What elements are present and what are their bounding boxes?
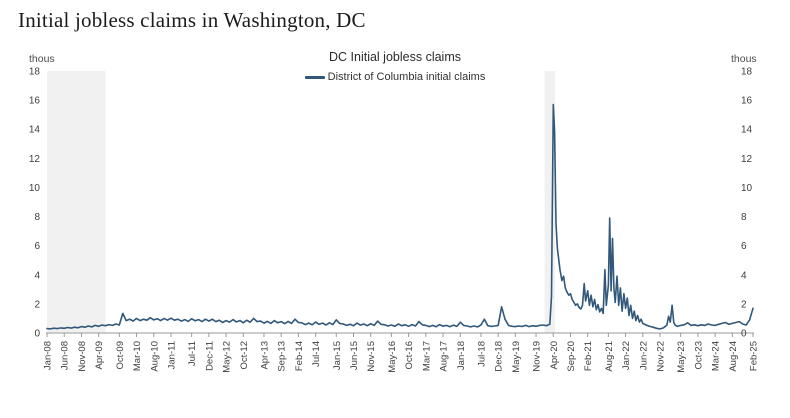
x-tick-label: Mar-10: [132, 341, 143, 371]
y-tick-label-left: 14: [29, 125, 41, 136]
x-tick-label: May-23: [676, 341, 687, 373]
x-tick-label: Feb-25: [749, 341, 760, 371]
x-tick-label: Oct-23: [693, 341, 704, 370]
x-tick-label: May-12: [222, 341, 233, 373]
y-tick-label-right: 6: [741, 241, 747, 252]
y-tick-label-left: 2: [34, 299, 40, 310]
x-tick-label: Jul-11: [187, 341, 198, 366]
x-tick-label: Jan-11: [166, 341, 177, 369]
x-tick-label: Oct-09: [115, 341, 126, 370]
y-tick-label-right: 10: [741, 183, 753, 194]
x-tick-label: Oct-12: [239, 341, 250, 370]
y-tick-label-right: 12: [741, 154, 753, 165]
x-tick-label: Apr-13: [259, 341, 270, 370]
y-tick-label-right: 2: [741, 299, 747, 310]
x-tick-label: Oct-16: [404, 341, 415, 370]
y-tick-label-left: 4: [34, 270, 40, 281]
x-tick-label: Nov-15: [366, 341, 377, 372]
y-tick-label-right: 8: [741, 212, 747, 223]
x-tick-label: Jul-18: [476, 341, 487, 367]
x-tick-label: Jun-15: [349, 341, 360, 370]
x-tick-label: Dec-11: [204, 341, 215, 371]
x-tick-label: Nov-22: [656, 341, 667, 372]
y-tick-label-left: 18: [29, 67, 41, 78]
x-tick-label: Sep-20: [566, 341, 577, 372]
y-axis-unit-right: thous: [731, 53, 757, 65]
y-tick-label-left: 6: [34, 241, 40, 252]
x-tick-label: May-19: [511, 341, 522, 373]
y-tick-label-right: 4: [741, 270, 747, 281]
jobless-claims-chart: thous thous Jan-08 Jun-08 Nov-08 Apr-09 Oct-…: [0, 50, 790, 418]
x-tick-label: Aug-10: [149, 341, 160, 372]
x-tick-label: Dec-18: [494, 341, 505, 372]
x-tick-label: Aug-17: [439, 341, 450, 372]
x-tick-label: Nov-08: [77, 341, 88, 372]
x-tick-label: Sep-13: [277, 341, 288, 372]
x-tick-label: Aug-21: [604, 341, 615, 372]
x-tick-label: Mar-17: [421, 341, 432, 371]
y-tick-label-left: 8: [34, 212, 40, 223]
page-title: Initial jobless claims in Washington, DC: [18, 8, 366, 32]
x-tick-label: Jul-14: [311, 341, 322, 367]
y-tick-label-right: 0: [741, 329, 747, 340]
y-tick-label-right: 16: [741, 96, 753, 107]
recession-band: [47, 71, 106, 333]
y-tick-label-left: 16: [29, 96, 41, 107]
x-tick-label: Jan-08: [43, 341, 54, 370]
x-tick-label: Jan-18: [456, 341, 467, 370]
claims-line-series: [46, 103, 754, 330]
y-axis-unit-left: thous: [29, 53, 55, 65]
x-tick-label: Apr-09: [94, 341, 105, 370]
y-tick-label-left: 10: [29, 183, 41, 194]
y-tick-label-left: 12: [29, 154, 41, 165]
y-tick-label-right: 14: [741, 125, 753, 136]
line-chart-plot: Jan-08 Jun-08 Nov-08 Apr-09 Oct-09 Mar-10 Aug-…: [29, 67, 760, 373]
y-tick-label-right: 18: [741, 67, 753, 78]
x-tick-label: Jun-08: [60, 341, 71, 370]
x-tick-label: Feb-14: [294, 341, 305, 371]
y-tick-label-left: 0: [34, 329, 40, 340]
x-tick-label: Jan-15: [332, 341, 343, 370]
x-tick-label: Feb-21: [583, 341, 594, 371]
x-tick-label: Nov-19: [532, 341, 543, 372]
recession-band: [544, 71, 555, 333]
x-tick-label: Apr-20: [549, 341, 560, 370]
x-tick-label: Aug-24: [728, 341, 739, 372]
x-tick-label: Jun-22: [638, 341, 649, 370]
x-tick-label: May-16: [387, 341, 398, 373]
x-tick-label: Mar-24: [711, 341, 722, 371]
x-tick-label: Jan-22: [621, 341, 632, 370]
